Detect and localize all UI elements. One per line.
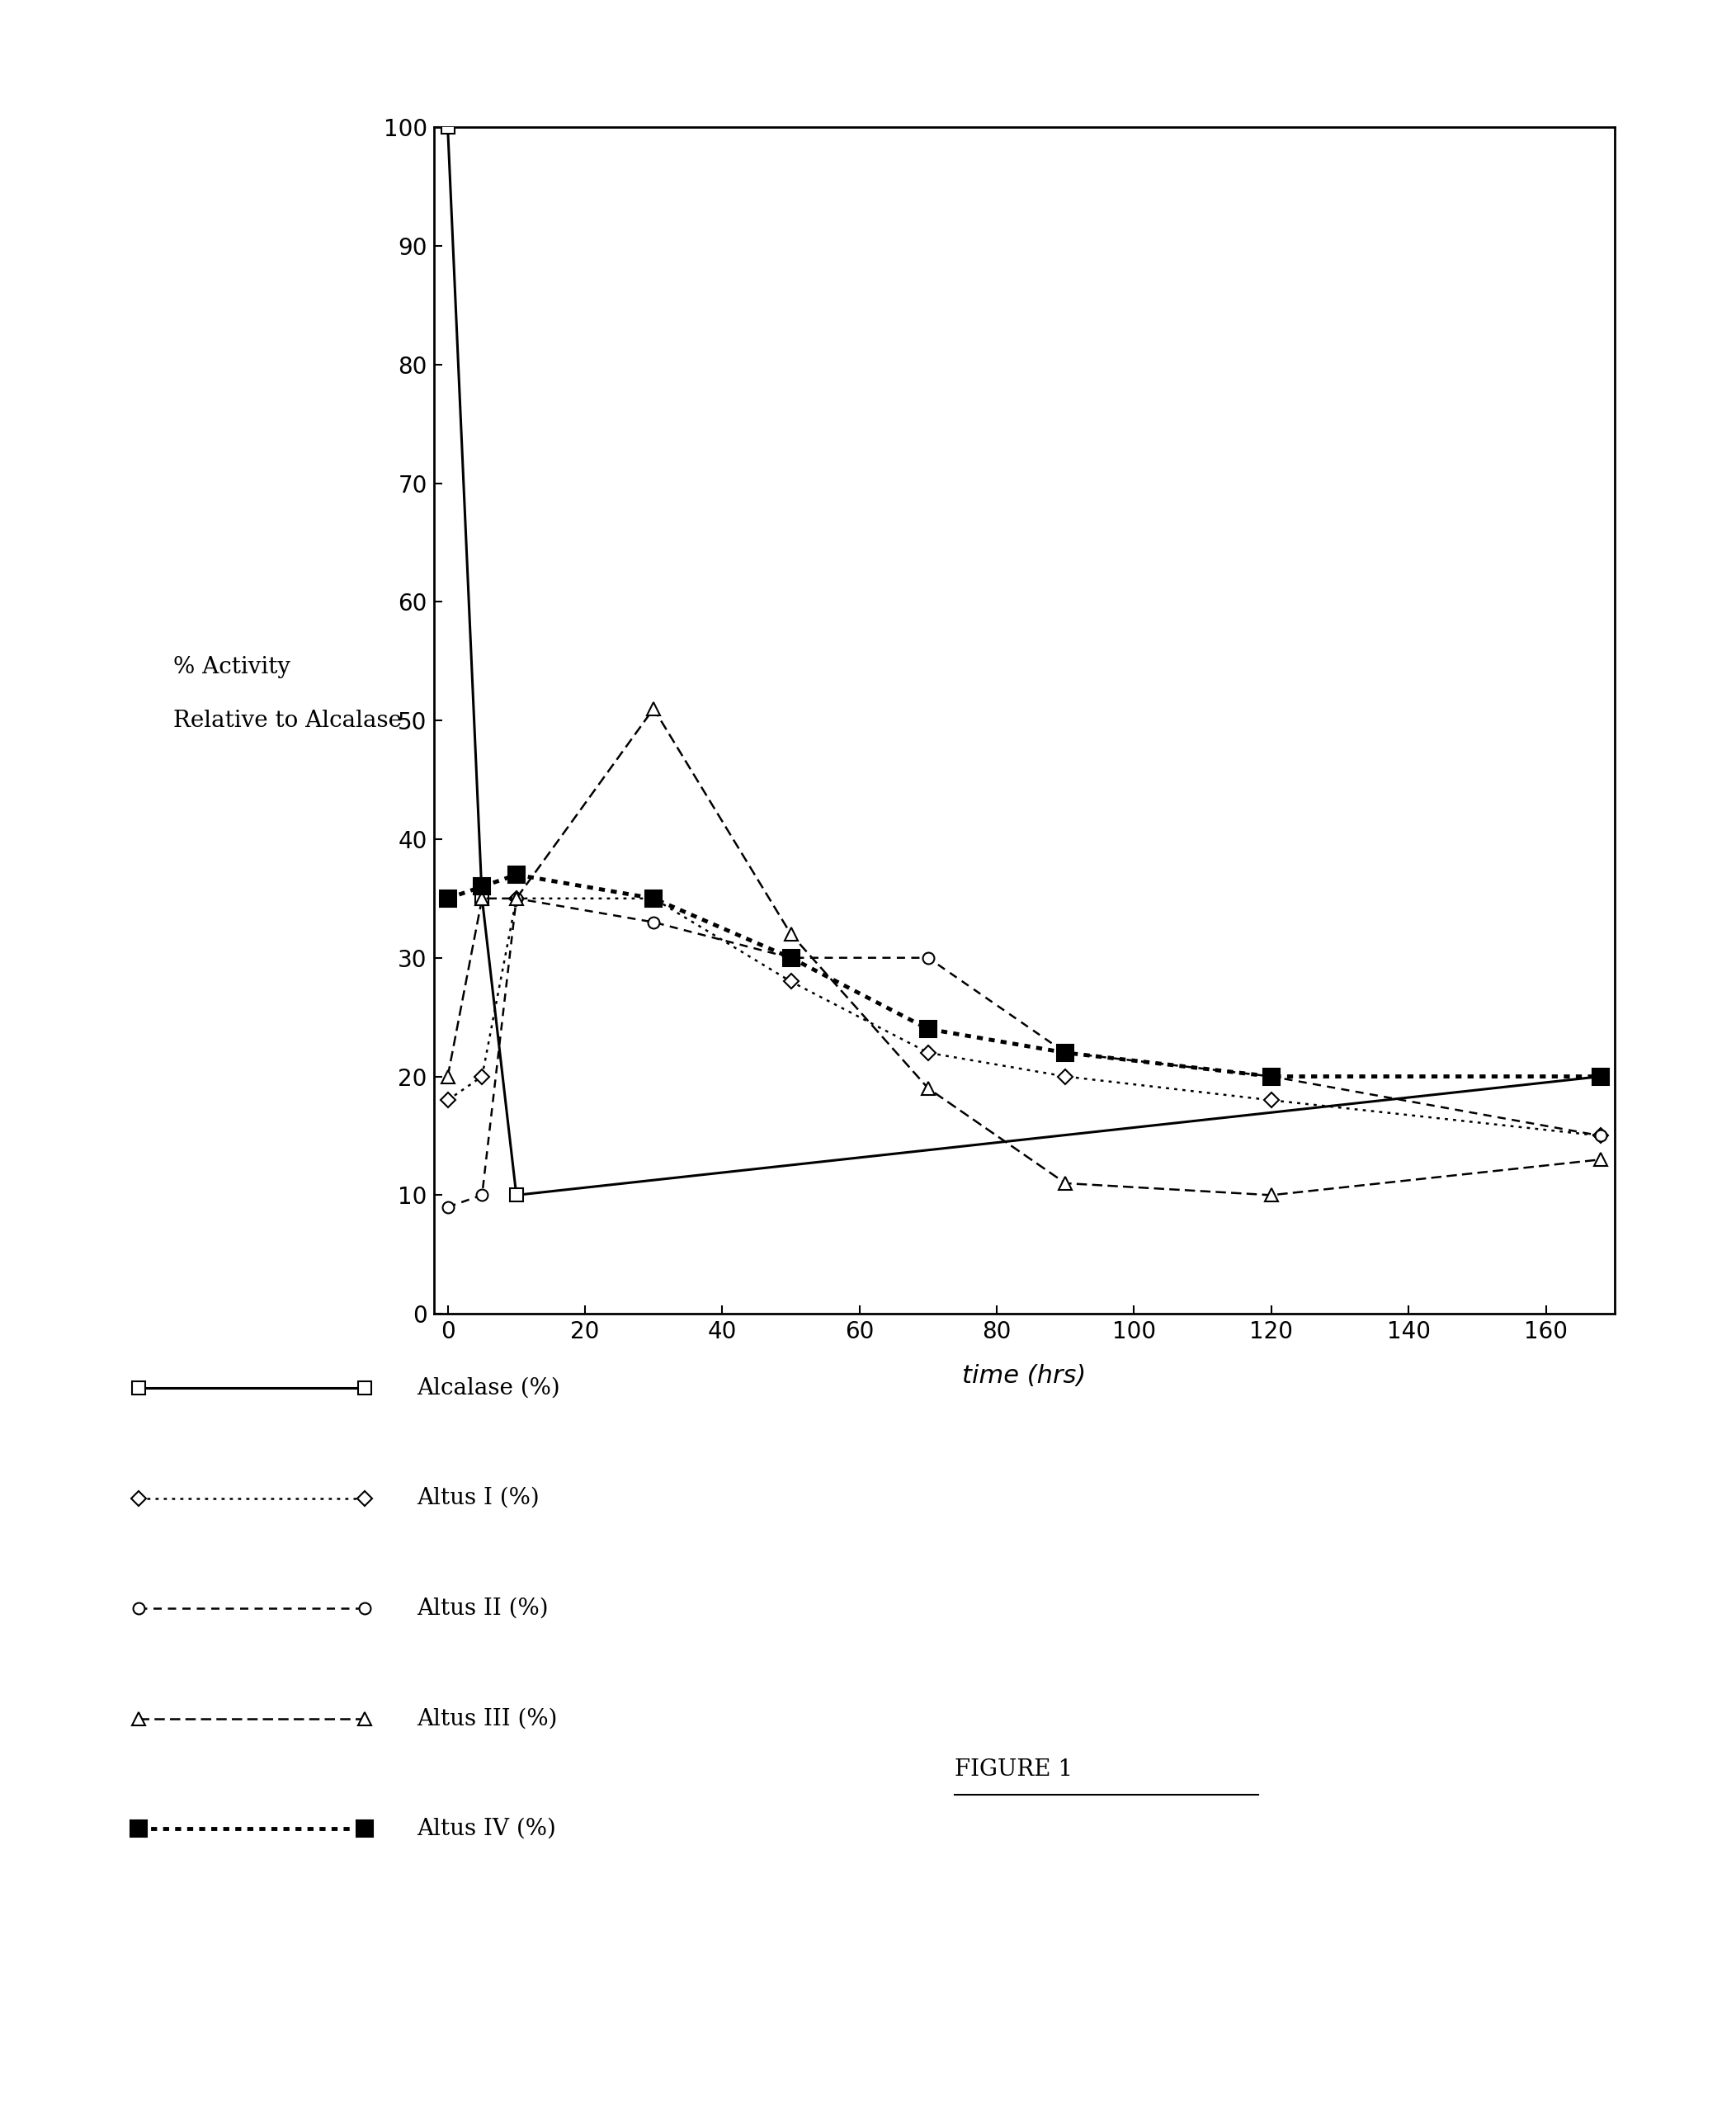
Text: FIGURE 1: FIGURE 1 (955, 1759, 1073, 1780)
Text: Alcalase (%): Alcalase (%) (417, 1377, 561, 1399)
Text: Altus III (%): Altus III (%) (417, 1708, 557, 1729)
Text: Relative to Alcalase: Relative to Alcalase (174, 710, 403, 731)
Text: Altus I (%): Altus I (%) (417, 1488, 540, 1509)
Text: Altus IV (%): Altus IV (%) (417, 1818, 556, 1839)
X-axis label: time (hrs): time (hrs) (962, 1365, 1087, 1388)
Text: % Activity: % Activity (174, 657, 290, 678)
Text: Altus II (%): Altus II (%) (417, 1598, 549, 1619)
